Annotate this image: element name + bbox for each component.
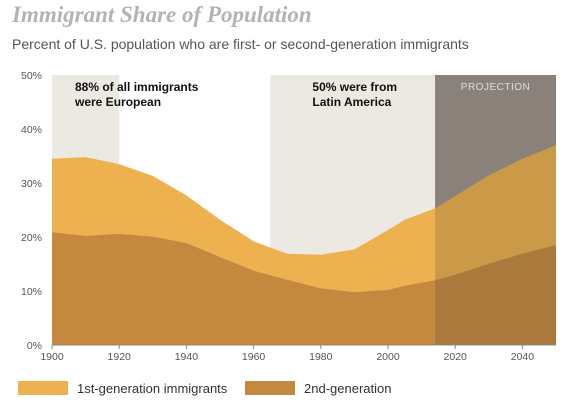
x-tick-label: 1940	[175, 351, 199, 363]
x-tick-label: 2020	[444, 351, 468, 363]
x-tick-label: 2000	[376, 351, 400, 363]
legend-label-1st-generation: 1st-generation immigrants	[77, 380, 228, 396]
x-tick-label: 2040	[511, 351, 535, 363]
y-tick-label: 40%	[21, 124, 42, 136]
annotation-european-line2: were European	[74, 95, 161, 109]
x-axis: 1900 1920 1940 1960 1980 2000 2020 2040	[40, 345, 534, 363]
area-chart: 0% 10% 20% 30% 40% 50% 1900 1920 1940 1960 1980 20…	[21, 70, 556, 363]
y-tick-label: 10%	[21, 286, 42, 298]
annotation-european-line1: 88% of all immigrants	[75, 80, 199, 94]
legend-swatch-2nd-generation	[245, 381, 295, 395]
projection-label: PROJECTION	[461, 82, 530, 93]
chart-title: Immigrant Share of Population	[12, 2, 312, 27]
annotation-latin-america-line1: 50% were from	[312, 80, 397, 94]
y-tick-label: 20%	[21, 232, 42, 244]
projection-overlay	[435, 75, 556, 345]
y-tick-label: 0%	[27, 340, 42, 352]
y-axis: 0% 10% 20% 30% 40% 50%	[21, 70, 42, 352]
legend-item-2nd-generation: 2nd-generation	[245, 378, 391, 398]
x-tick-label: 1980	[309, 351, 333, 363]
y-tick-label: 50%	[21, 70, 42, 82]
area-1st-generation	[52, 145, 556, 293]
y-tick-label: 30%	[21, 178, 42, 190]
x-tick-label: 1900	[40, 351, 64, 363]
legend-label-2nd-generation: 2nd-generation	[304, 380, 392, 396]
legend-swatch-1st-generation	[18, 381, 68, 395]
area-2nd-generation	[52, 232, 556, 345]
x-tick-label: 1920	[108, 351, 132, 363]
annotation-latin-america-line2: Latin America	[312, 95, 391, 109]
legend-item-1st-generation: 1st-generation immigrants	[18, 378, 227, 398]
chart-subtitle: Percent of U.S. population who are first…	[12, 36, 469, 52]
x-tick-label: 1960	[242, 351, 266, 363]
